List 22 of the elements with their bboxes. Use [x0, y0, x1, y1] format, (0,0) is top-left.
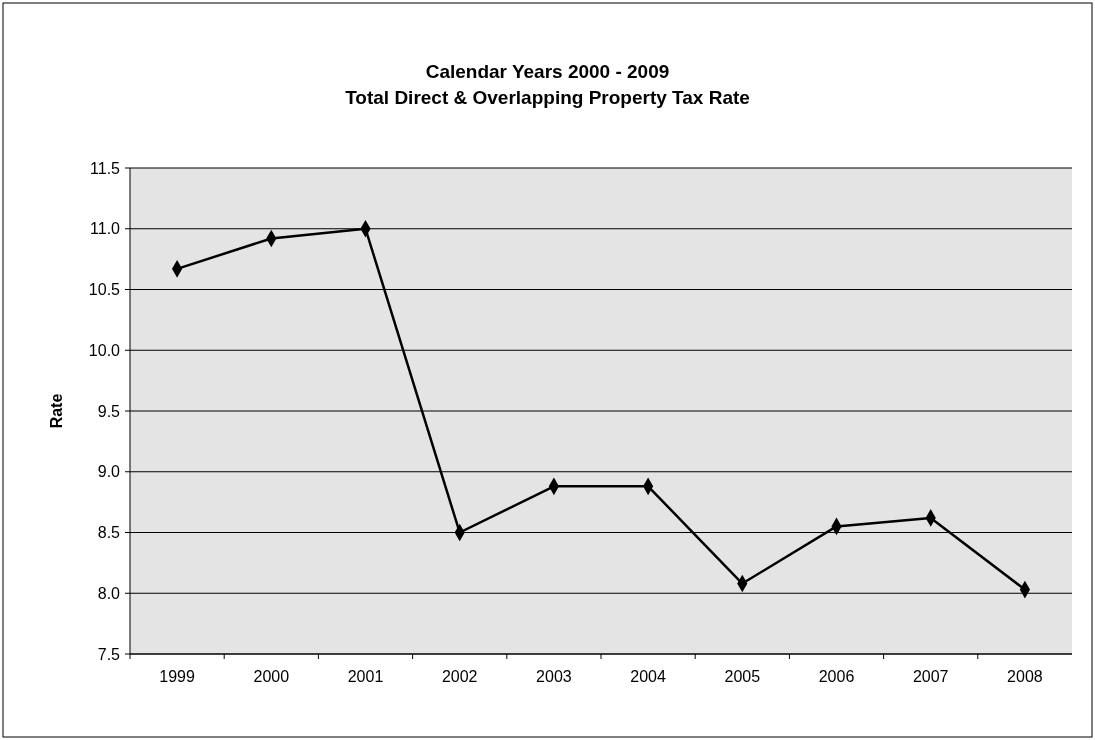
x-tick-label: 2004 — [630, 668, 666, 685]
y-tick-label: 9.0 — [97, 463, 121, 481]
y-tick-label: 8.5 — [97, 524, 121, 542]
y-tick-label: 8.0 — [97, 584, 121, 602]
y-tick-label: 10.0 — [88, 341, 121, 359]
y-axis-title: Rate — [48, 393, 65, 429]
x-tick-label: 2003 — [536, 668, 572, 685]
chart-title: Calendar Years 2000 - 2009 — [425, 61, 670, 82]
x-tick-label: 2008 — [1007, 668, 1043, 685]
y-tick-label: 11.5 — [90, 159, 121, 177]
x-tick-label: 2005 — [724, 668, 761, 685]
y-tick-label: 7.5 — [97, 645, 121, 663]
x-tick-label: 2002 — [441, 668, 478, 685]
y-tick-label: 10.5 — [88, 281, 121, 299]
x-tick-label: 1999 — [159, 668, 195, 685]
y-tick-label: 9.5 — [97, 402, 121, 420]
x-tick-label: 2000 — [253, 668, 290, 685]
x-tick-label: 2006 — [818, 668, 855, 685]
x-tick-label: 2001 — [347, 668, 384, 685]
chart-subtitle: Total Direct & Overlapping Property Tax Rate — [345, 87, 750, 108]
y-tick-label: 11.0 — [90, 220, 121, 238]
x-tick-label: 2007 — [912, 668, 949, 685]
